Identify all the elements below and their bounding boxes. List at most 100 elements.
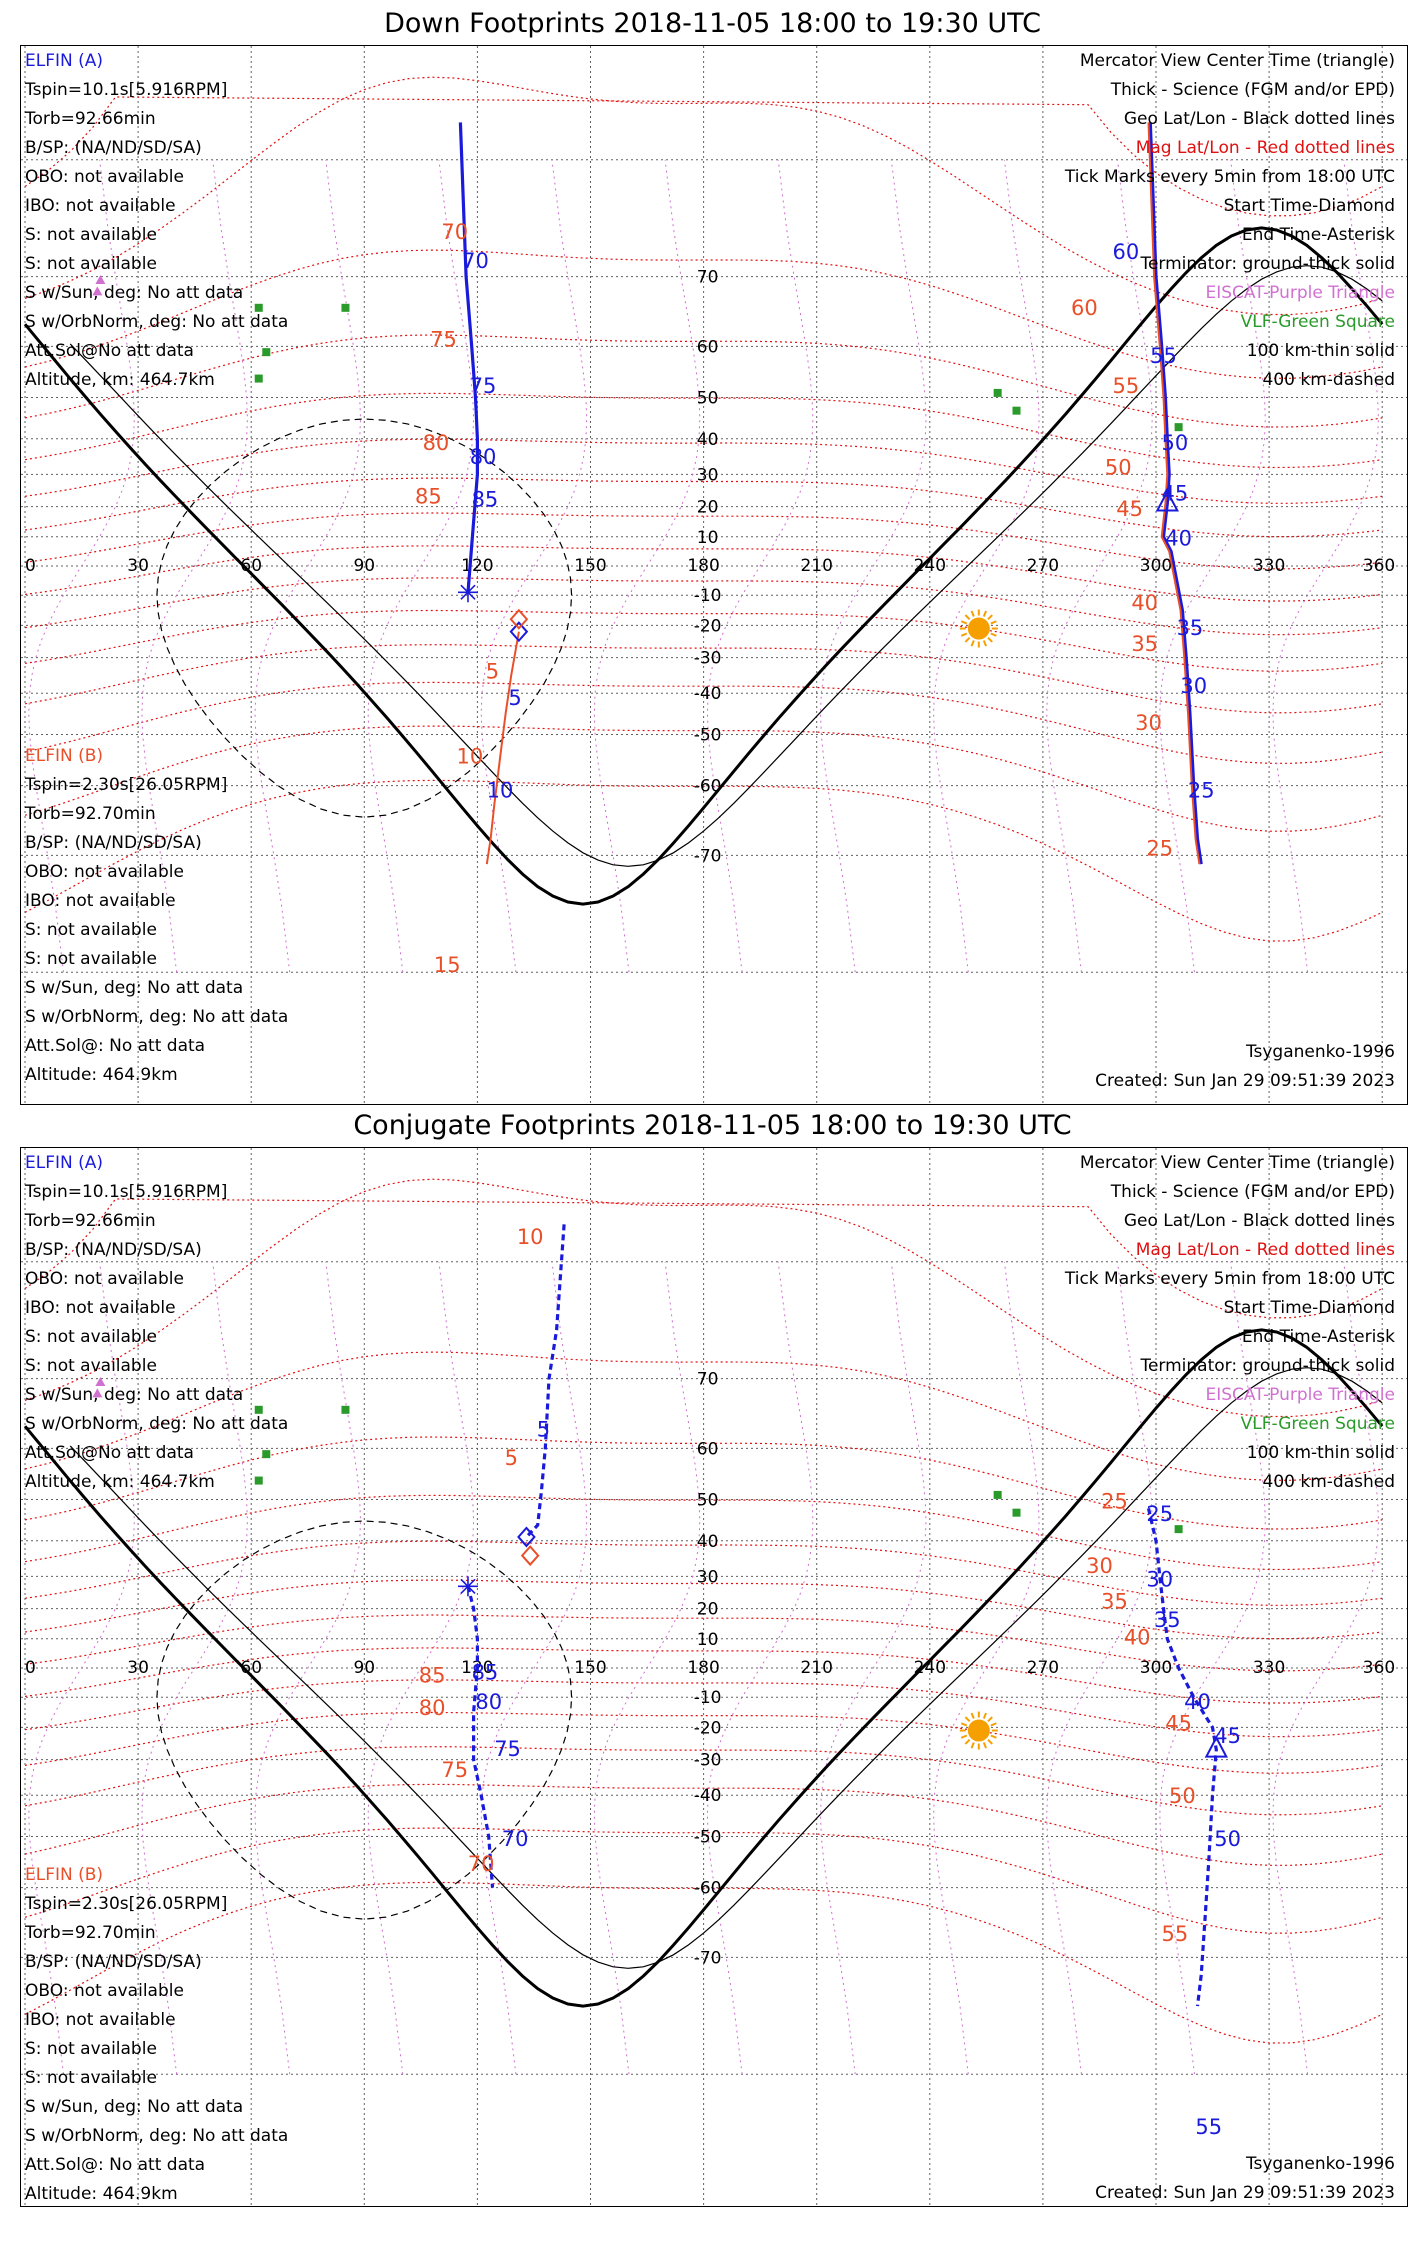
track-tick-label: 85	[415, 484, 442, 508]
elfin-b-spin: Tspin=2.30s[26.05RPM]	[25, 1894, 228, 1914]
legend-item: Start Time-Diamond	[1223, 1298, 1395, 1318]
model-label: Tsyganenko-1996	[1245, 2154, 1395, 2174]
track-tick-label: 50	[1169, 1784, 1196, 1808]
track-tick-label: 70	[502, 1827, 529, 1851]
vlf-site-marker	[254, 303, 263, 312]
eiscat-marker	[95, 275, 106, 285]
mag-meridian-line	[593, 1261, 701, 2075]
track-tick-label: 5	[505, 1446, 518, 1470]
track-elfin-b-east	[485, 631, 520, 865]
legend-item: EISCAT-Purple Triangle	[1205, 283, 1395, 303]
track-tick-label: 80	[475, 1690, 502, 1714]
track-tick-label: 5	[486, 659, 499, 683]
vlf-site-marker	[993, 388, 1002, 397]
mag-lat-line	[24, 1494, 1383, 1571]
legend-item: Mag Lat/Lon - Red dotted lines	[1135, 1240, 1395, 1260]
vlf-site-marker	[262, 1450, 271, 1459]
lon-tick-label: 300	[1140, 1658, 1172, 1678]
track-tick-label: 35	[1154, 1608, 1181, 1632]
lat-tick-label: 30	[697, 1567, 719, 1587]
track-tick-label: 45	[1161, 481, 1188, 505]
track-elfin-a-lower	[466, 1585, 495, 1888]
asterisk-stroke	[460, 1578, 476, 1594]
mag-meridian-line	[819, 159, 927, 973]
eiscat-marker	[92, 286, 103, 296]
lat-tick-label: -50	[694, 726, 722, 746]
lon-tick-label: 60	[240, 1658, 262, 1678]
track-tick-label: 40	[1131, 591, 1158, 615]
lat-tick-label: -70	[694, 846, 722, 866]
elfin-a-s2: S: not available	[25, 1356, 157, 1376]
lat-tick-label: 50	[697, 1490, 719, 1510]
elfin-b-att: Att.Sol@: No att data	[25, 2155, 206, 2175]
elfin-b-label: ELFIN (B)	[25, 1865, 104, 1885]
eiscat-marker	[92, 1388, 103, 1398]
center-triangle	[1155, 489, 1179, 512]
mag-meridian-line	[141, 159, 248, 973]
start-diamond-b	[509, 608, 529, 630]
sun-disc	[967, 617, 990, 640]
vlf-site-marker	[254, 1476, 263, 1485]
elfin-a-spin: Tspin=10.1s[5.916RPM]	[25, 1182, 228, 1202]
sun-ray	[970, 1712, 975, 1719]
created-timestamp: Created: Sun Jan 29 09:51:39 2023	[1095, 2183, 1395, 2203]
elfin-a-obo: OBO: not available	[25, 1269, 184, 1289]
lon-tick-label: 150	[574, 556, 606, 576]
legend-item: Tick Marks every 5min from 18:00 UTC	[1064, 167, 1395, 187]
track-tick-label: 80	[423, 431, 450, 455]
legend-panel-1: Mercator View Center Time (triangle) Thi…	[1065, 47, 1395, 395]
elfin-b-torb: Torb=92.70min	[25, 804, 156, 824]
legend-item: Mercator View Center Time (triangle)	[1079, 1153, 1395, 1173]
track-tick-label: 75	[470, 374, 497, 398]
track-tick-label: 30	[1135, 711, 1162, 735]
mag-lat-line	[24, 1351, 1383, 1481]
track-tick-label: 75	[441, 1758, 468, 1782]
elfin-b-s1: S: not available	[25, 920, 157, 940]
map-canvas: 0 30 60 90 120 150 180 210 240 270 300 330 360706050…	[21, 1148, 1407, 2206]
track-tick-label: 85	[472, 488, 499, 512]
legend-item: End Time-Asterisk	[1241, 1327, 1395, 1347]
vlf-site-marker	[262, 348, 271, 357]
mag-meridian-line	[141, 1261, 248, 2075]
mag-lat-line	[24, 1198, 1383, 1319]
track-tick-label: 70	[462, 249, 489, 273]
end-asterisk	[457, 582, 478, 603]
lon-tick-label: 180	[687, 1658, 719, 1678]
lon-tick-label: 240	[914, 556, 946, 576]
created-timestamp: Created: Sun Jan 29 09:51:39 2023	[1095, 1071, 1395, 1091]
elfin-a-s1: S: not available	[25, 225, 157, 245]
elfin-b-label: ELFIN (B)	[25, 746, 104, 766]
elfin-a-s-orbnorm: S w/OrbNorm, deg: No att data	[25, 312, 289, 332]
lon-tick-label: 120	[461, 556, 493, 576]
track-tick-label: 70	[441, 220, 468, 244]
elfin-b-info-panel-2: ELFIN (B) Tspin=2.30s[26.05RPM] Torb=92.…	[25, 1861, 288, 2209]
map-canvas: 0 30 60 90 120 150 180 210 240 270 300 330 360706050…	[21, 46, 1407, 1104]
sun-ray	[960, 1734, 968, 1739]
track-tick-label: 15	[434, 953, 461, 977]
track-tick-label: 35	[1101, 1590, 1128, 1614]
elfin-b-att: Att.Sol@: No att data	[25, 1036, 206, 1056]
legend-panel-2: Mercator View Center Time (triangle) Thi…	[1065, 1149, 1395, 1497]
elfin-a-torb: Torb=92.66min	[25, 109, 156, 129]
start-diamond-b	[520, 1545, 540, 1567]
mag-meridian-line	[1046, 159, 1153, 973]
track-tick-label: 45	[1116, 497, 1143, 521]
footer-panel-2: Tsyganenko-1996 Created: Sun Jan 29 09:5…	[1095, 2150, 1395, 2208]
track-tick-label: 70	[468, 1852, 495, 1876]
mag-meridian-line	[819, 1261, 927, 2075]
mag-meridian-line	[28, 159, 135, 973]
track-tick-label: 40	[1124, 1626, 1151, 1650]
legend-item: End Time-Asterisk	[1241, 225, 1395, 245]
elfin-a-att: Att.Sol@No att data	[25, 1443, 194, 1463]
elfin-b-bsp: B/SP: (NA/ND/SD/SA)	[25, 833, 202, 853]
lat-tick-label: 70	[697, 1370, 719, 1390]
mag-meridian-line	[28, 1261, 135, 2075]
elfin-b-s-sun: S w/Sun, deg: No att data	[25, 2097, 244, 2117]
track-tick-label: 85	[472, 1661, 499, 1685]
legend-item: Thick - Science (FGM and/or EPD)	[1110, 1182, 1395, 1202]
lat-tick-label: -50	[694, 1828, 722, 1848]
elfin-a-label: ELFIN (A)	[25, 1153, 104, 1173]
lat-tick-label: 60	[697, 1439, 719, 1459]
mag-meridian-line	[1272, 159, 1379, 973]
elfin-b-s-sun: S w/Sun, deg: No att data	[25, 978, 244, 998]
